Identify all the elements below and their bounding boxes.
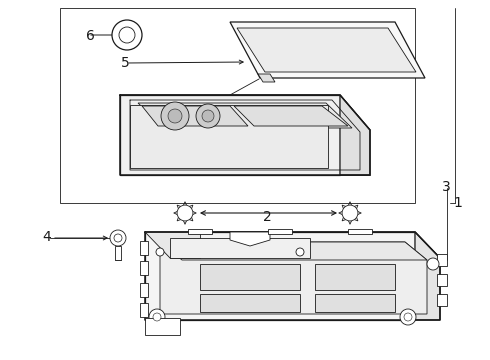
Polygon shape <box>170 238 310 258</box>
Polygon shape <box>145 318 180 335</box>
Polygon shape <box>437 294 447 306</box>
Polygon shape <box>315 294 395 312</box>
Circle shape <box>149 309 165 325</box>
Text: 1: 1 <box>454 197 463 210</box>
Text: 2: 2 <box>263 210 271 224</box>
Polygon shape <box>145 232 415 320</box>
Polygon shape <box>140 283 148 297</box>
Text: 5: 5 <box>121 56 129 70</box>
Circle shape <box>112 20 142 50</box>
Polygon shape <box>142 106 248 126</box>
Circle shape <box>196 104 220 128</box>
Text: 4: 4 <box>42 230 51 244</box>
Polygon shape <box>348 229 372 234</box>
Circle shape <box>119 27 135 43</box>
Polygon shape <box>415 232 440 320</box>
Polygon shape <box>120 95 340 175</box>
Polygon shape <box>140 261 148 275</box>
Polygon shape <box>120 95 370 130</box>
Circle shape <box>161 102 189 130</box>
Polygon shape <box>230 232 270 246</box>
Polygon shape <box>315 264 395 290</box>
Polygon shape <box>200 294 300 312</box>
Circle shape <box>427 258 439 270</box>
Polygon shape <box>145 232 440 258</box>
Circle shape <box>156 248 164 256</box>
Polygon shape <box>140 303 148 317</box>
Circle shape <box>404 313 412 321</box>
Polygon shape <box>268 229 292 234</box>
Bar <box>60 8 415 203</box>
Circle shape <box>153 313 161 321</box>
Circle shape <box>177 205 193 221</box>
Circle shape <box>168 109 182 123</box>
Polygon shape <box>230 22 425 78</box>
Polygon shape <box>140 241 148 255</box>
Polygon shape <box>138 103 352 128</box>
Circle shape <box>202 110 214 122</box>
Circle shape <box>114 234 122 242</box>
Polygon shape <box>160 242 427 314</box>
Polygon shape <box>437 274 447 286</box>
Polygon shape <box>145 232 200 258</box>
Circle shape <box>342 205 358 221</box>
Polygon shape <box>234 106 348 126</box>
Polygon shape <box>160 242 427 260</box>
Circle shape <box>296 248 304 256</box>
Polygon shape <box>130 105 328 168</box>
Circle shape <box>110 230 126 246</box>
Polygon shape <box>188 229 212 234</box>
Circle shape <box>400 309 416 325</box>
Polygon shape <box>340 95 370 175</box>
Polygon shape <box>437 254 447 266</box>
Text: 3: 3 <box>441 180 450 194</box>
Bar <box>115 246 121 260</box>
Text: 6: 6 <box>86 29 95 43</box>
Polygon shape <box>237 28 416 72</box>
Polygon shape <box>258 74 275 82</box>
Polygon shape <box>200 264 300 290</box>
